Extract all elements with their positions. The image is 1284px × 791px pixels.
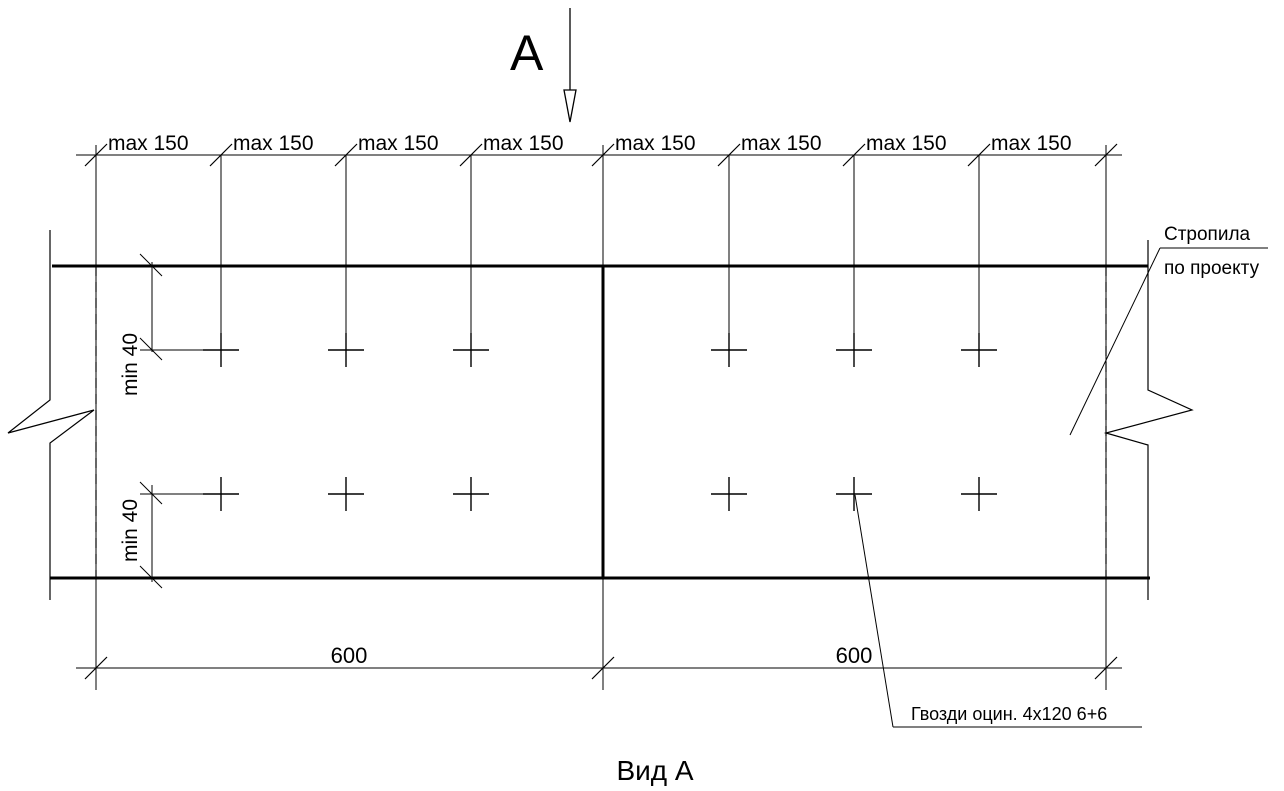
nail-mark — [836, 477, 872, 511]
nail-mark — [961, 333, 997, 367]
edge-min-label-upper: min 40 — [119, 333, 142, 396]
top-spacing-label: max 150 — [483, 132, 564, 155]
section-arrow-label: А — [510, 25, 544, 81]
right-break-symbol — [1103, 240, 1194, 600]
section-arrow — [563, 8, 577, 123]
rafter-callout-line1: Стропила — [1164, 224, 1251, 245]
nail-mark — [203, 333, 239, 367]
nail-mark — [836, 333, 872, 367]
nail-mark — [711, 333, 747, 367]
nail-mark — [328, 333, 364, 367]
rafter-leader — [1069, 247, 1268, 436]
view-caption: Вид А — [616, 755, 693, 786]
rafter-callout-line2: по проекту — [1164, 258, 1260, 279]
top-spacing-label: max 150 — [991, 132, 1072, 155]
nail-mark — [328, 477, 364, 511]
nail-mark — [453, 333, 489, 367]
nail-mark — [961, 477, 997, 511]
top-spacing-label: max 150 — [358, 132, 439, 155]
left-break-symbol — [7, 230, 95, 600]
nail-mark — [711, 477, 747, 511]
extension-lines — [95, 145, 1107, 690]
top-spacing-label: max 150 — [615, 132, 696, 155]
top-spacing-label: max 150 — [233, 132, 314, 155]
top-dimension-group: max 150 max 150 max 150 max 150 max 150 max 1… — [84, 132, 1118, 167]
nail-lead-lines — [220, 155, 980, 350]
bottom-dimension-ticks — [84, 656, 1118, 680]
nails-leader — [854, 494, 1142, 728]
top-spacing-label: max 150 — [741, 132, 822, 155]
nails-callout: Гвозди оцин. 4х120 6+6 — [911, 704, 1107, 724]
nail-mark — [203, 477, 239, 511]
nail-marks — [203, 333, 997, 511]
span-label-right: 600 — [836, 643, 873, 668]
top-spacing-label: max 150 — [866, 132, 947, 155]
edge-dimensions — [139, 253, 206, 589]
nail-mark — [453, 477, 489, 511]
edge-min-label-lower: min 40 — [119, 499, 142, 562]
span-label-left: 600 — [331, 643, 368, 668]
top-spacing-label: max 150 — [108, 132, 189, 155]
